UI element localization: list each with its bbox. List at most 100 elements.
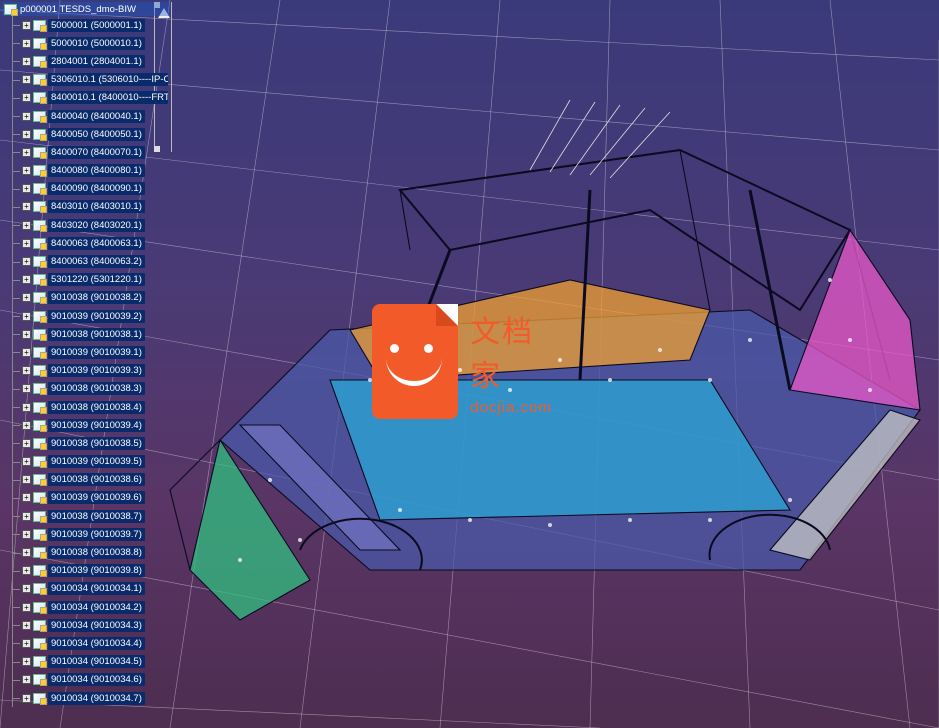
tree-item[interactable]: +9010034 (9010034.1)	[2, 580, 170, 598]
tree-expand-toggle[interactable]: +	[22, 21, 31, 30]
tree-expand-toggle[interactable]: +	[22, 148, 31, 157]
tree-expand-toggle[interactable]: +	[22, 548, 31, 557]
part-icon	[33, 602, 46, 613]
tree-expand-toggle[interactable]: +	[22, 457, 31, 466]
tree-expand-toggle[interactable]: +	[22, 475, 31, 484]
tree-item-label: 8400063 (8400063.1)	[48, 237, 145, 250]
tree-connector	[10, 398, 20, 416]
tree-expand-toggle[interactable]: +	[22, 202, 31, 211]
tree-item[interactable]: +9010034 (9010034.3)	[2, 616, 170, 634]
tree-expand-toggle[interactable]: +	[22, 39, 31, 48]
tree-item[interactable]: +9010039 (9010039.2)	[2, 307, 170, 325]
tree-expand-toggle[interactable]: +	[22, 112, 31, 121]
tree-item[interactable]: +9010038 (9010038.7)	[2, 507, 170, 525]
tree-connector	[10, 453, 20, 471]
tree-expand-toggle[interactable]: +	[22, 366, 31, 375]
tree-item[interactable]: +5306010.1 (5306010----IP-CR	[2, 71, 170, 89]
tree-item[interactable]: +9010039 (9010039.1)	[2, 343, 170, 361]
tree-item[interactable]: +9010034 (9010034.5)	[2, 653, 170, 671]
tree-item[interactable]: +9010034 (9010034.7)	[2, 689, 170, 707]
tree-expand-toggle[interactable]: +	[22, 166, 31, 175]
tree-item[interactable]: +9010038 (9010038.4)	[2, 398, 170, 416]
tree-connector	[10, 289, 20, 307]
tree-connector	[10, 71, 20, 89]
tree-expand-toggle[interactable]: +	[22, 639, 31, 648]
part-icon	[33, 111, 46, 122]
tree-expand-toggle[interactable]: +	[22, 57, 31, 66]
tree-item[interactable]: +8400063 (8400063.2)	[2, 252, 170, 270]
tree-expand-toggle[interactable]: +	[22, 603, 31, 612]
tree-item-label: 9010039 (9010039.7)	[48, 528, 145, 541]
tree-expand-toggle[interactable]: +	[22, 348, 31, 357]
tree-expand-toggle[interactable]: +	[22, 312, 31, 321]
tree-expand-toggle[interactable]: +	[22, 657, 31, 666]
tree-expand-toggle[interactable]: +	[22, 439, 31, 448]
tree-expand-toggle[interactable]: +	[22, 493, 31, 502]
tree-expand-toggle[interactable]: +	[22, 239, 31, 248]
assembly-tree[interactable]: p000001 TESDS_dmo-BIW +5000001 (5000001.…	[0, 0, 170, 728]
tree-expand-toggle[interactable]: +	[22, 257, 31, 266]
tree-item[interactable]: +8400040 (8400040.1)	[2, 107, 170, 125]
tree-expand-toggle[interactable]: +	[22, 221, 31, 230]
tree-item[interactable]: +8400010.1 (8400010----FRT-S	[2, 89, 170, 107]
tree-item[interactable]: +2804001 (2804001.1)	[2, 52, 170, 70]
tree-item[interactable]: +9010034 (9010034.4)	[2, 634, 170, 652]
tree-connector	[10, 380, 20, 398]
tree-expand-toggle[interactable]: +	[22, 530, 31, 539]
part-icon	[33, 129, 46, 140]
tree-connector	[10, 362, 20, 380]
tree-item[interactable]: +9010034 (9010034.6)	[2, 671, 170, 689]
tree-item-label: 9010034 (9010034.2)	[48, 601, 145, 614]
tree-expand-toggle[interactable]: +	[22, 275, 31, 284]
tree-item[interactable]: +9010038 (9010038.3)	[2, 380, 170, 398]
tree-item-label: 9010039 (9010039.6)	[48, 491, 145, 504]
tree-root-node[interactable]: p000001 TESDS_dmo-BIW	[2, 2, 170, 16]
tree-item[interactable]: +9010039 (9010039.6)	[2, 489, 170, 507]
tree-expand-toggle[interactable]: +	[22, 130, 31, 139]
part-icon	[33, 656, 46, 667]
tree-item[interactable]: +5000010 (5000010.1)	[2, 34, 170, 52]
part-icon	[33, 620, 46, 631]
tree-item[interactable]: +8400090 (8400090.1)	[2, 180, 170, 198]
tree-item[interactable]: +9010038 (9010038.6)	[2, 471, 170, 489]
tree-expand-toggle[interactable]: +	[22, 330, 31, 339]
tree-item[interactable]: +9010038 (9010038.2)	[2, 289, 170, 307]
part-icon	[33, 56, 46, 67]
tree-item[interactable]: +8400080 (8400080.1)	[2, 162, 170, 180]
tree-item-label: 9010038 (9010038.5)	[48, 437, 145, 450]
tree-expand-toggle[interactable]: +	[22, 75, 31, 84]
tree-item[interactable]: +8400070 (8400070.1)	[2, 143, 170, 161]
tree-expand-toggle[interactable]: +	[22, 512, 31, 521]
tree-item[interactable]: +9010038 (9010038.5)	[2, 434, 170, 452]
tree-expand-toggle[interactable]: +	[22, 293, 31, 302]
tree-expand-toggle[interactable]: +	[22, 184, 31, 193]
tree-item[interactable]: +9010039 (9010039.5)	[2, 453, 170, 471]
tree-expand-toggle[interactable]: +	[22, 621, 31, 630]
tree-item-label: 8403020 (8403020.1)	[48, 219, 145, 232]
tree-expand-toggle[interactable]: +	[22, 675, 31, 684]
tree-item[interactable]: +8403020 (8403020.1)	[2, 216, 170, 234]
tree-item[interactable]: +9010039 (9010039.3)	[2, 362, 170, 380]
tree-item[interactable]: +9010039 (9010039.8)	[2, 562, 170, 580]
tree-expand-toggle[interactable]: +	[22, 403, 31, 412]
tree-item[interactable]: +8403010 (8403010.1)	[2, 198, 170, 216]
tree-item[interactable]: +9010038 (9010038.1)	[2, 325, 170, 343]
tree-item[interactable]: +5301220 (5301220.1)	[2, 271, 170, 289]
tree-expand-toggle[interactable]: +	[22, 384, 31, 393]
tree-item[interactable]: +9010034 (9010034.2)	[2, 598, 170, 616]
tree-connector	[10, 416, 20, 434]
tree-expand-toggle[interactable]: +	[22, 566, 31, 575]
tree-expand-toggle[interactable]: +	[22, 584, 31, 593]
tree-item[interactable]: +9010039 (9010039.7)	[2, 525, 170, 543]
tree-expand-toggle[interactable]: +	[22, 694, 31, 703]
tree-item[interactable]: +9010038 (9010038.8)	[2, 543, 170, 561]
viewport-3d[interactable]: 文档家 docjia.com p000001 TESDS_dmo-BIW +50…	[0, 0, 939, 728]
tree-expand-toggle[interactable]: +	[22, 421, 31, 430]
tree-item[interactable]: +5000001 (5000001.1)	[2, 16, 170, 34]
tree-item[interactable]: +8400063 (8400063.1)	[2, 234, 170, 252]
tree-expand-toggle[interactable]: +	[22, 93, 31, 102]
part-icon	[33, 693, 46, 704]
tree-item[interactable]: +9010039 (9010039.4)	[2, 416, 170, 434]
tree-item[interactable]: +8400050 (8400050.1)	[2, 125, 170, 143]
tree-connector	[10, 671, 20, 689]
